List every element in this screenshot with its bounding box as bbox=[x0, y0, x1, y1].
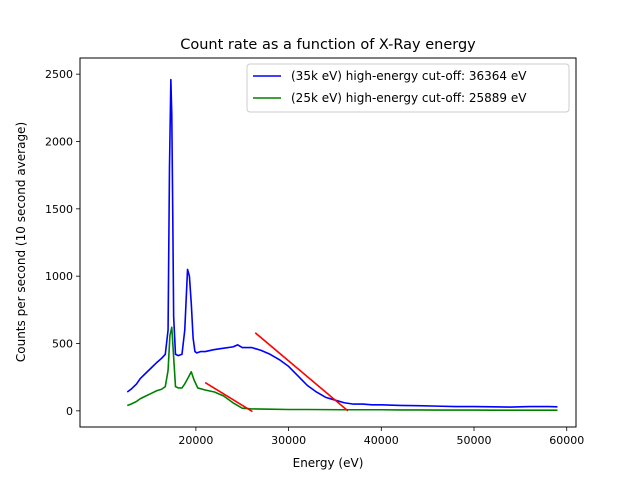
legend-label-2: (25k eV) high-energy cut-off: 25889 eV bbox=[291, 91, 527, 105]
x-tick-label: 40000 bbox=[364, 434, 399, 447]
series-line-1 bbox=[126, 78, 558, 408]
y-tick-label: 0 bbox=[66, 405, 73, 418]
fit-line-1 bbox=[204, 381, 253, 413]
y-tick-label: 1500 bbox=[45, 203, 73, 216]
legend-box bbox=[246, 63, 570, 113]
y-tick-label: 1000 bbox=[45, 270, 73, 283]
x-tick-label: 30000 bbox=[271, 434, 306, 447]
x-tick-label: 20000 bbox=[178, 434, 213, 447]
y-tick-label: 2500 bbox=[45, 68, 73, 81]
x-axis-label: Energy (eV) bbox=[293, 456, 364, 470]
chart-title: Count rate as a function of X-Ray energy bbox=[180, 37, 476, 53]
y-tick-label: 500 bbox=[52, 338, 73, 351]
legend: (35k eV) high-energy cut-off: 36364 eV (2… bbox=[246, 63, 570, 113]
y-axis-label: Counts per second (10 second average) bbox=[14, 122, 28, 362]
fit-line-2 bbox=[254, 332, 349, 412]
series-line-2 bbox=[127, 326, 558, 411]
plot-area bbox=[126, 78, 558, 413]
x-tick-label: 60000 bbox=[549, 434, 584, 447]
x-tick-label: 50000 bbox=[457, 434, 492, 447]
legend-label-1: (35k eV) high-energy cut-off: 36364 eV bbox=[291, 69, 527, 83]
y-tick-label: 2000 bbox=[45, 135, 73, 148]
axis-ticks: 20000 30000 40000 50000 60000 0 500 1000 1500 200… bbox=[45, 68, 584, 447]
plot-frame bbox=[79, 57, 577, 428]
